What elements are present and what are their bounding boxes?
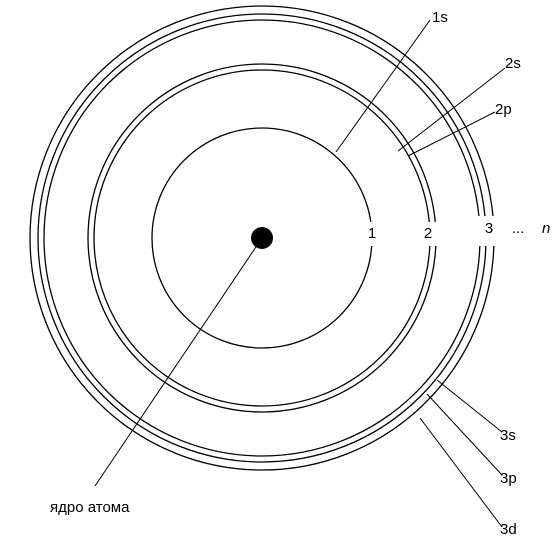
leader-line: [436, 379, 503, 433]
orbital-label: 3d: [500, 521, 517, 537]
shell-label: 3: [485, 220, 493, 237]
gap: [419, 222, 437, 246]
leader-line: [426, 393, 503, 476]
nucleus-label: ядро атома: [50, 499, 130, 516]
leader-line: [94, 237, 263, 487]
shell-label: 1: [368, 225, 376, 242]
orbital-label: 2s: [505, 55, 521, 72]
orbital-label: 3s: [500, 427, 516, 444]
shell-label: ...: [512, 220, 525, 237]
gap: [474, 216, 502, 246]
label-gaps: [364, 216, 502, 246]
shell-label: n: [542, 220, 550, 237]
leader-line: [419, 417, 503, 528]
shell-label: 2: [424, 225, 432, 242]
leader-line: [407, 111, 496, 157]
leader-line: [397, 67, 506, 152]
leader-line: [335, 19, 431, 153]
orbital-label: 1s: [432, 9, 448, 26]
gap: [364, 222, 380, 246]
orbital-label: 3p: [500, 470, 517, 487]
orbital-label: 2p: [495, 101, 512, 118]
